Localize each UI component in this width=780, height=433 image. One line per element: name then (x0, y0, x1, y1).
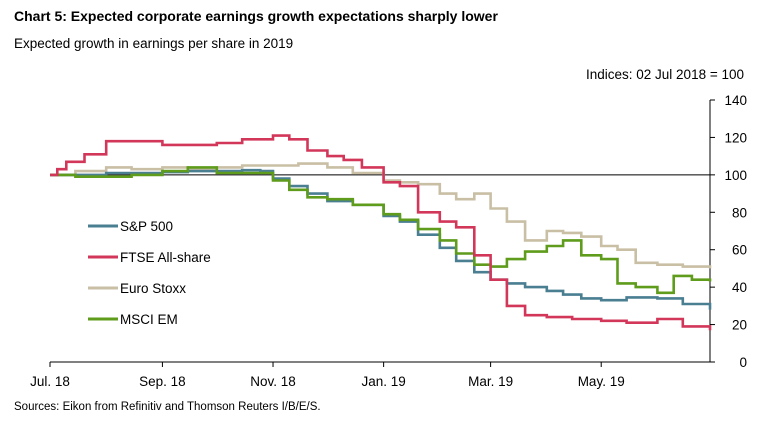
y-tick-label: 20 (732, 318, 747, 333)
x-tick-label: Jan. 19 (361, 374, 405, 389)
chart-series (50, 134, 712, 331)
legend-label-s-p-500: S&P 500 (120, 219, 173, 234)
chart-title: Chart 5: Expected corporate earnings gro… (14, 8, 498, 24)
x-tick-label: Mar. 19 (468, 374, 513, 389)
legend-label-msci-em: MSCI EM (120, 312, 178, 327)
y-tick-label: 120 (724, 130, 747, 145)
y-tick-label: 100 (724, 168, 747, 183)
indices-note: Indices: 02 Jul 2018 = 100 (586, 67, 744, 82)
y-tick-label: 0 (739, 355, 747, 370)
y-tick-label: 140 (724, 93, 747, 108)
x-tick-label: May. 19 (578, 374, 625, 389)
series-line-msci-em (50, 166, 712, 295)
series-line-ftse-all-share (50, 134, 712, 331)
x-tick-label: Nov. 18 (250, 374, 296, 389)
chart-subtitle: Expected growth in earnings per share in… (14, 36, 294, 51)
chart-legend: S&P 500 FTSE All-share Euro Stoxx MSCI EM (88, 219, 211, 327)
legend-label-ftse-all-share: FTSE All-share (120, 250, 211, 265)
source-note: Sources: Eikon from Refinitiv and Thomso… (14, 401, 321, 413)
y-tick-label: 80 (732, 205, 747, 220)
x-tick-label: Jul. 18 (30, 374, 70, 389)
chart-axes: Jul. 18 Sep. 18 Nov. 18 Jan. 19 Mar. 19 May. … (30, 93, 747, 389)
x-tick-label: Sep. 18 (139, 374, 186, 389)
legend-label-euro-stoxx: Euro Stoxx (120, 281, 186, 296)
y-tick-label: 40 (732, 280, 747, 295)
y-tick-label: 60 (732, 243, 747, 258)
